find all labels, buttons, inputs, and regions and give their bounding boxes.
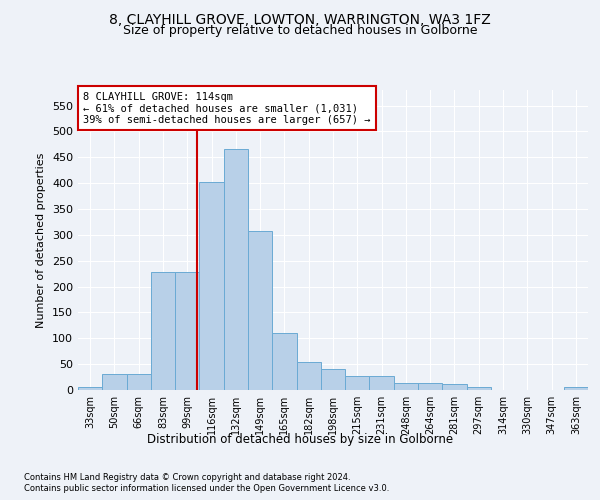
Bar <box>345 376 370 390</box>
Text: Contains public sector information licensed under the Open Government Licence v3: Contains public sector information licen… <box>24 484 389 493</box>
Bar <box>175 272 199 390</box>
Bar <box>370 376 394 390</box>
Y-axis label: Number of detached properties: Number of detached properties <box>37 152 46 328</box>
Bar <box>467 387 491 390</box>
Bar <box>296 362 321 390</box>
Bar <box>248 231 272 390</box>
Bar <box>418 383 442 390</box>
Text: 8, CLAYHILL GROVE, LOWTON, WARRINGTON, WA3 1FZ: 8, CLAYHILL GROVE, LOWTON, WARRINGTON, W… <box>109 12 491 26</box>
Bar <box>127 374 151 390</box>
Bar <box>394 383 418 390</box>
Bar <box>224 150 248 390</box>
Bar <box>102 374 127 390</box>
Bar <box>442 384 467 390</box>
Bar <box>199 182 224 390</box>
Text: Distribution of detached houses by size in Golborne: Distribution of detached houses by size … <box>147 432 453 446</box>
Bar <box>272 333 296 390</box>
Text: 8 CLAYHILL GROVE: 114sqm
← 61% of detached houses are smaller (1,031)
39% of sem: 8 CLAYHILL GROVE: 114sqm ← 61% of detach… <box>83 92 371 124</box>
Text: Size of property relative to detached houses in Golborne: Size of property relative to detached ho… <box>123 24 477 37</box>
Bar <box>564 387 588 390</box>
Bar <box>151 272 175 390</box>
Text: Contains HM Land Registry data © Crown copyright and database right 2024.: Contains HM Land Registry data © Crown c… <box>24 472 350 482</box>
Bar <box>78 387 102 390</box>
Bar <box>321 370 345 390</box>
